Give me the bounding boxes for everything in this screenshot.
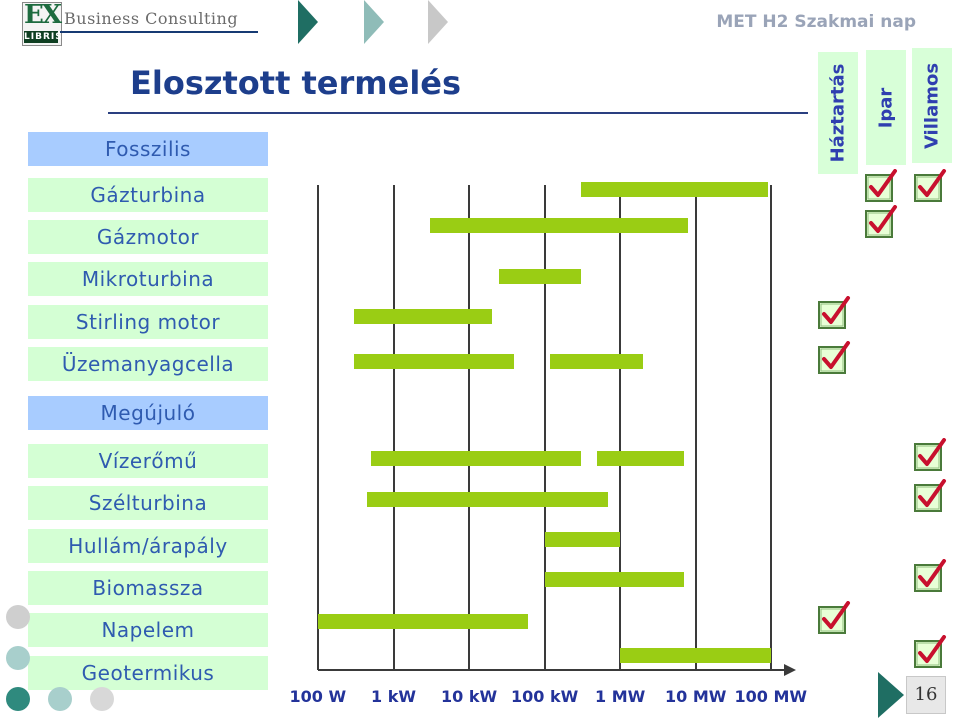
company-name: Business Consulting <box>64 9 239 28</box>
column-header-ipar: Ipar <box>866 50 906 165</box>
logo-underline <box>60 31 258 33</box>
decor-dot <box>6 605 30 629</box>
gridline <box>392 185 395 670</box>
column-header-haztartas: Háztartás <box>818 52 858 174</box>
category-label-napelem: Napelem <box>28 613 268 647</box>
bar-Vízerőmű <box>370 451 581 466</box>
meeting-name: MET H2 Szakmai nap <box>716 12 916 32</box>
x-tick-label: 10 kW <box>441 687 498 706</box>
category-label-biomassza: Biomassza <box>28 571 268 605</box>
bar-Napelem <box>318 614 528 629</box>
bar-Hullám/árapály <box>544 532 620 547</box>
bar-Vízerőmű <box>597 451 684 466</box>
logo-letters: EX <box>24 0 62 30</box>
page-title: Elosztott termelés <box>130 64 462 102</box>
page-number: 16 <box>906 676 946 714</box>
x-tick-label: 10 MW <box>665 687 727 706</box>
category-label-geotermikus: Geotermikus <box>28 656 268 690</box>
decor-dot <box>6 687 30 711</box>
gridline <box>770 185 772 670</box>
arrow-decoration-icon <box>298 0 448 44</box>
decor-dot <box>90 687 114 711</box>
bar-Biomassza <box>544 572 684 587</box>
bar-Gázmotor <box>429 218 689 233</box>
x-tick-label: 100 MW <box>734 687 808 706</box>
gridline <box>619 185 621 670</box>
x-tick-label: 1 kW <box>371 687 416 706</box>
category-label-mikroturbina: Mikroturbina <box>28 262 268 296</box>
group-label-megujulo: Megújuló <box>28 396 268 430</box>
title-underline <box>108 112 808 114</box>
checkbox-checked-icon <box>864 205 898 239</box>
checkbox-checked-icon <box>913 438 947 472</box>
decor-dot <box>48 687 72 711</box>
checkbox-checked-icon <box>817 296 851 330</box>
category-label-szelturbina: Szélturbina <box>28 486 268 520</box>
x-tick-label: 100 W <box>289 687 347 706</box>
category-label-uzemanyagcella: Üzemanyagcella <box>28 347 268 381</box>
column-header-villamos: Villamos <box>912 48 952 163</box>
checkbox-checked-icon <box>913 169 947 203</box>
x-axis-arrow-icon <box>318 664 796 676</box>
category-label-gazmotor: Gázmotor <box>28 220 268 254</box>
x-tick-label: 1 MW <box>595 687 646 706</box>
bar-Gázturbina <box>580 182 768 197</box>
checkbox-checked-icon <box>913 635 947 669</box>
bar-Mikroturbina <box>499 269 581 284</box>
bar-Üzemanyagcella <box>354 354 515 369</box>
decor-dot <box>6 646 30 670</box>
checkbox-checked-icon <box>817 341 851 375</box>
category-label-stirling: Stirling motor <box>28 305 268 339</box>
checkbox-checked-icon <box>864 169 898 203</box>
checkbox-checked-icon <box>913 559 947 593</box>
arrow-decoration-icon <box>878 672 904 718</box>
category-label-hullam: Hullám/árapály <box>28 529 268 563</box>
x-tick-label: 100 kW <box>511 687 579 706</box>
checkbox-checked-icon <box>913 479 947 513</box>
gridline <box>468 185 470 670</box>
group-label-fosszilis: Fosszilis <box>28 132 268 166</box>
category-label-vizeromu: Vízerőmű <box>28 444 268 478</box>
bar-Szélturbina <box>367 492 609 507</box>
checkbox-checked-icon <box>817 601 851 635</box>
gridline <box>694 185 697 670</box>
gridline <box>543 185 546 670</box>
bar-Üzemanyagcella <box>550 354 643 369</box>
logo-sub: LIBRIS <box>24 31 63 43</box>
bar-Stirling motor <box>354 309 492 324</box>
gridline <box>317 185 319 670</box>
category-label-gazturbina: Gázturbina <box>28 178 268 212</box>
